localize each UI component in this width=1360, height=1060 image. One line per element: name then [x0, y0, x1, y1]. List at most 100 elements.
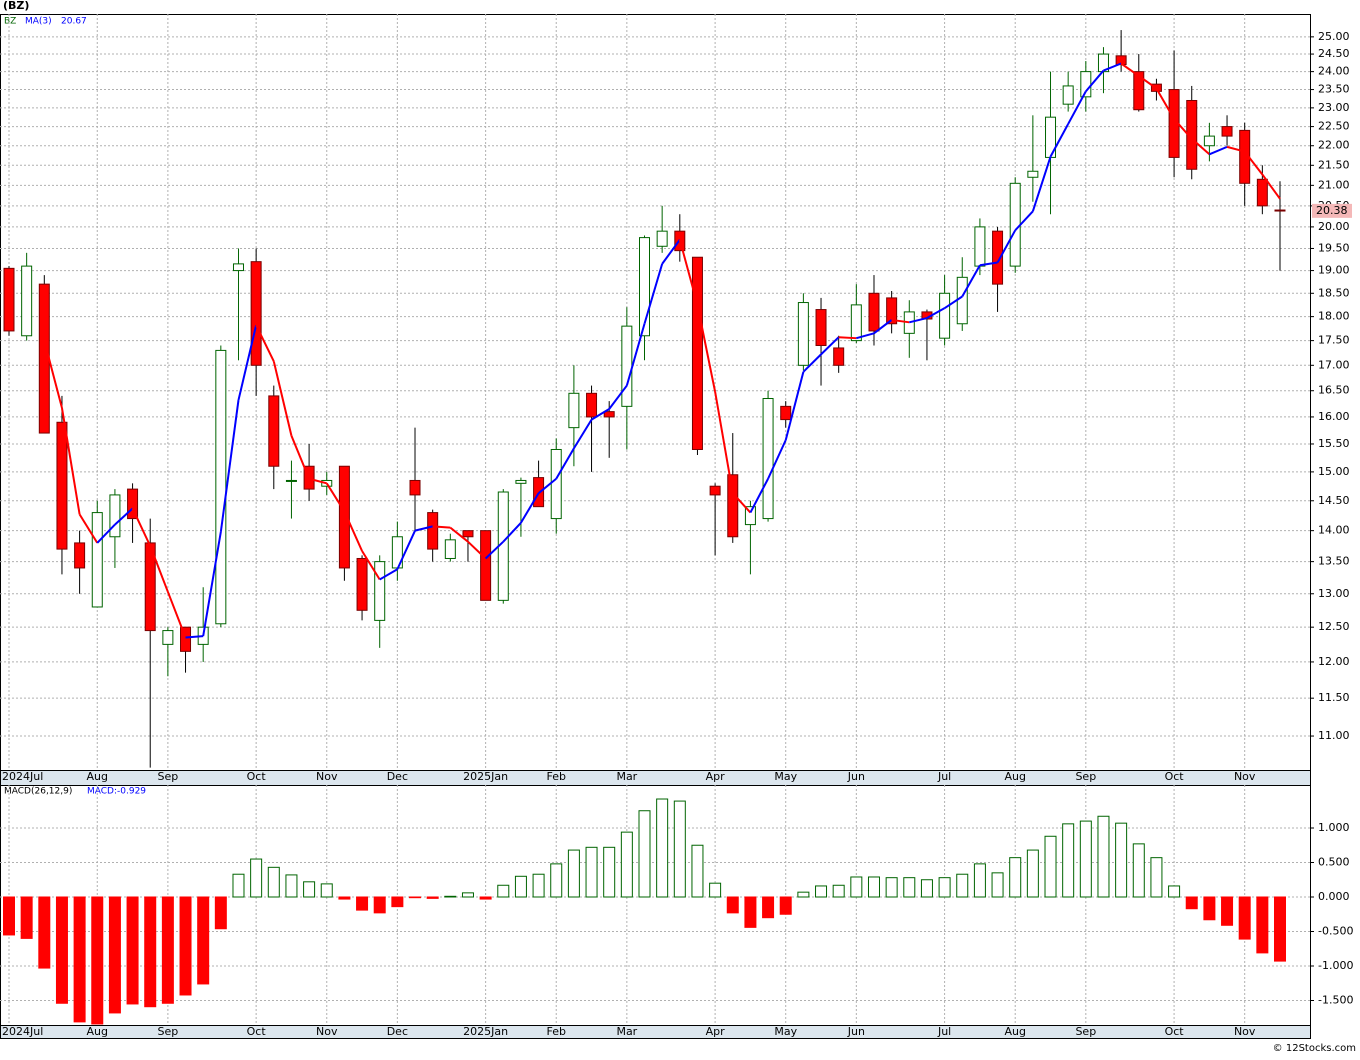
macd-bar	[1044, 835, 1057, 898]
ma-line	[325, 482, 346, 512]
x-tick-label: Jun	[847, 770, 865, 783]
y-tick-label: 11.50	[1318, 691, 1350, 704]
ma-line	[520, 492, 540, 524]
ma-line	[185, 635, 204, 639]
y-tick-label: 19.00	[1318, 264, 1350, 277]
candle-body	[109, 494, 121, 538]
macd-bar	[338, 896, 351, 900]
macd-bar	[1185, 896, 1198, 910]
ma-line	[1067, 90, 1087, 125]
ma-line	[219, 399, 240, 533]
ma-line	[290, 435, 311, 480]
y-tick-label: 1.000	[1318, 821, 1350, 834]
macd-bar	[250, 858, 263, 898]
candle-body	[1062, 85, 1074, 105]
macd-bar	[1274, 896, 1286, 962]
ma-line	[537, 477, 557, 494]
ma-line	[96, 523, 116, 544]
candle-body	[550, 448, 562, 520]
macd-bar	[144, 896, 157, 1008]
macd-bar	[1256, 896, 1269, 954]
candle-body	[374, 561, 386, 621]
x-tick-label: Aug	[87, 1025, 108, 1038]
legend-value: MACD:-0.929	[87, 787, 146, 797]
y-tick-label: 18.50	[1318, 286, 1350, 299]
x-tick-label: Mar	[616, 1025, 637, 1038]
ma-line	[625, 323, 646, 386]
macd-bar	[214, 896, 227, 930]
x-tick-label: Sep	[158, 1025, 179, 1038]
candle-body	[639, 237, 650, 337]
ma-line	[467, 540, 487, 560]
macd-bar	[956, 873, 969, 898]
macd-bar	[1062, 823, 1075, 898]
y-tick-label: 25.00	[1318, 30, 1350, 43]
x-tick-label: Feb	[546, 1025, 565, 1038]
legend-entry: BZ	[4, 17, 16, 27]
macd-bar	[603, 846, 616, 898]
macd-bar	[567, 849, 580, 898]
candle-body	[1009, 182, 1021, 267]
ma-line	[714, 391, 734, 494]
candle-body	[797, 302, 809, 366]
x-tick-label: Aug	[87, 770, 108, 783]
x-tick-label: Sep	[1075, 770, 1096, 783]
y-tick-label: -1.000	[1318, 959, 1353, 972]
macd-bar	[1150, 857, 1163, 898]
ma-line	[661, 239, 681, 265]
candle-body	[127, 488, 139, 520]
candle-body	[939, 292, 951, 339]
x-tick-label: Apr	[706, 1025, 726, 1038]
y-tick-label: 17.50	[1318, 334, 1350, 347]
macd-bar	[356, 896, 369, 911]
macd-bar	[55, 896, 68, 1004]
macd-bar	[126, 896, 139, 1005]
candle-body	[1221, 126, 1233, 137]
legend-entry: MACD(26,12,9)	[4, 787, 72, 797]
x-tick-label: Dec	[387, 770, 408, 783]
macd-bar	[1168, 885, 1181, 898]
macd-bar	[73, 896, 86, 1023]
y-tick-label: 24.50	[1318, 47, 1350, 60]
macd-bar	[726, 896, 739, 914]
candle-body	[727, 474, 739, 538]
macd-bar	[179, 896, 192, 996]
legend-entry: MA(3)	[25, 17, 52, 27]
ma-line	[166, 591, 187, 638]
y-tick-label: 23.50	[1318, 83, 1350, 96]
x-tick-label: 2025Jan	[463, 1025, 508, 1038]
macd-bar	[620, 831, 633, 898]
ma-line	[820, 336, 840, 356]
y-tick-label: 12.50	[1318, 620, 1350, 633]
candle-body	[586, 392, 598, 418]
ma-line	[396, 530, 416, 570]
candle-body	[762, 398, 774, 520]
candle-body	[409, 479, 421, 496]
x-tick-label: Oct	[247, 1025, 267, 1038]
y-tick-label: 21.00	[1318, 178, 1350, 191]
y-tick-label: 13.00	[1318, 587, 1350, 600]
x-tick-label: Oct	[247, 770, 267, 783]
macd-bar	[744, 896, 757, 928]
candle-body	[833, 347, 845, 366]
macd-bar	[1079, 820, 1092, 898]
ma-line	[696, 304, 717, 392]
candle-body	[91, 512, 103, 608]
x-tick-label: Apr	[706, 770, 726, 783]
ma-line	[1138, 75, 1158, 90]
macd-bar	[91, 896, 104, 1025]
y-tick-label: 22.50	[1318, 120, 1350, 133]
y-tick-label: 13.50	[1318, 555, 1350, 568]
candle-body	[886, 297, 898, 325]
macd-bar	[444, 895, 457, 898]
y-tick-label: -1.500	[1318, 994, 1353, 1007]
y-tick-label: 0.500	[1318, 855, 1350, 868]
x-tick-label: 2024Jul	[2, 1025, 43, 1038]
candle-body	[215, 349, 227, 625]
candle-body	[480, 530, 492, 601]
macd-bar	[267, 866, 280, 898]
legend-value: 20.67	[61, 17, 87, 27]
candle-body	[603, 411, 615, 418]
candle-body	[1133, 71, 1145, 111]
